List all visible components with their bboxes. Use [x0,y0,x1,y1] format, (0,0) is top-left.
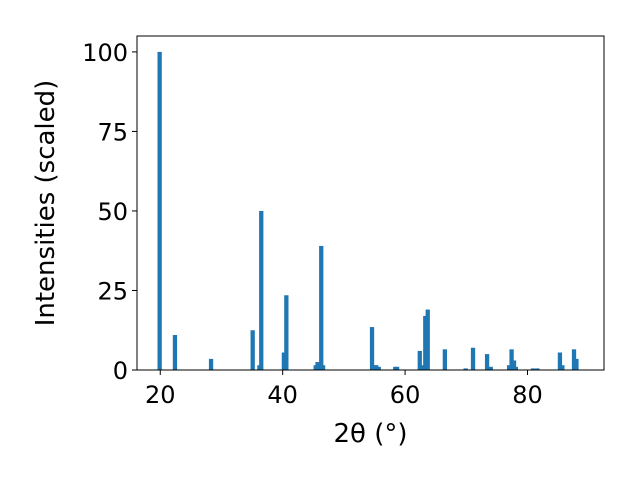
bar [506,365,512,370]
bar [284,295,289,370]
bar [509,349,514,370]
x-tick-label: 20 [145,381,176,409]
bar [571,349,577,370]
bar [560,365,565,370]
y-tick-label: 50 [97,198,128,226]
bar [250,330,255,370]
bar [513,366,518,370]
bar [484,354,490,370]
bar [394,366,400,370]
bar [319,245,324,370]
bar [281,352,287,370]
bar [420,365,425,370]
bar [442,349,447,370]
bar [423,315,428,370]
bar [417,350,422,370]
bar [208,358,214,370]
bar [511,360,517,370]
bar [315,362,320,370]
y-axis: 0 25 50 75 100 [82,39,137,385]
y-tick-label: 100 [82,39,128,67]
bar [470,347,476,370]
bar [535,368,540,370]
x-axis-label: 2θ (°) [333,419,407,449]
bar [369,327,375,370]
bar [425,309,430,370]
y-axis-label: Intensities (scaled) [31,80,61,327]
bar-series [157,51,579,371]
bar [259,210,264,370]
plot-area-frame [136,35,605,371]
bar [172,335,178,370]
x-tick-label: 60 [390,381,421,409]
bar [488,366,493,370]
bar [557,352,563,370]
y-tick-label: 25 [97,277,128,305]
x-axis: 20 40 60 80 [145,370,543,409]
bar [157,51,162,371]
bar [574,358,579,370]
x-tick-label: 40 [267,381,298,409]
bar [320,365,326,370]
bar [374,365,379,370]
bar [376,366,381,370]
y-tick-label: 0 [113,357,128,385]
bar [463,368,468,370]
y-tick-label: 75 [97,118,128,146]
bar [530,368,536,370]
x-tick-label: 80 [512,381,543,409]
